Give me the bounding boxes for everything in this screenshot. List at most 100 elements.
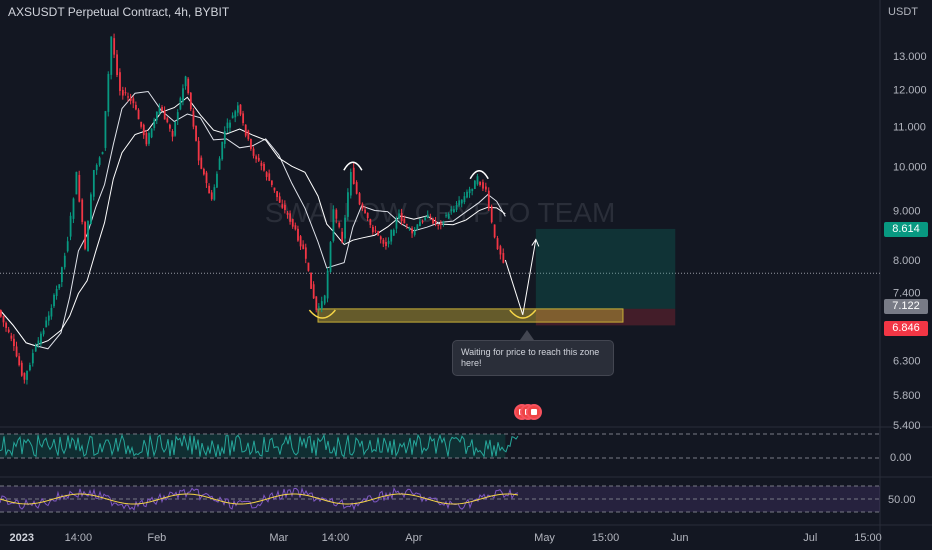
x-tick-label: 15:00 (592, 532, 620, 544)
candle-body (226, 122, 229, 129)
candle-body (403, 218, 406, 224)
candle-body (364, 209, 366, 213)
candle-body (297, 228, 299, 241)
y-tick-label: 8.000 (893, 255, 921, 267)
candle-body (203, 168, 205, 175)
candle-body (195, 125, 197, 141)
candle-body (466, 191, 468, 198)
candle-body (257, 157, 260, 161)
rsi-band (0, 486, 880, 512)
candle-body (349, 171, 352, 196)
candle-body (392, 229, 395, 236)
candle-body (437, 224, 440, 226)
candle-body (26, 370, 28, 380)
candle-body (372, 226, 374, 233)
candle-body (338, 222, 341, 227)
candle-body (490, 206, 493, 223)
oscillator-tick-label: 0.00 (890, 452, 911, 464)
watermark-text: SWALLOW CRYPTO TEAM (265, 197, 616, 228)
candle-body (252, 148, 255, 156)
head-pattern-arc (343, 161, 363, 171)
candle-body (499, 246, 502, 255)
candle-body (31, 353, 34, 364)
candle-body (482, 182, 484, 189)
candle-body (276, 191, 278, 198)
candle-body (424, 217, 427, 221)
candle-body (485, 186, 487, 190)
x-tick-label: 2023 (10, 532, 34, 544)
candle-body (148, 133, 150, 144)
candle-body (104, 111, 107, 148)
candle-body (318, 306, 320, 308)
candle-body (60, 267, 63, 283)
target-price-tag: 8.614 (884, 221, 928, 237)
candle-body (289, 213, 292, 222)
candle-body (234, 111, 237, 118)
candle-body (447, 213, 450, 219)
candle-body (205, 172, 208, 184)
y-tick-label: 9.000 (893, 206, 921, 218)
y-tick-label: 5.400 (893, 420, 921, 432)
candle-body (369, 219, 372, 225)
head-pattern-arc (469, 170, 489, 180)
candle-body (326, 270, 329, 299)
candle-body (171, 131, 174, 137)
candle-body (379, 236, 382, 240)
candle-body (344, 217, 346, 239)
candle-body (281, 204, 284, 208)
candle-body (310, 272, 312, 289)
stop-price-tag: 6.846 (884, 321, 928, 337)
us-flag-icon[interactable] (526, 404, 542, 420)
candle-body (78, 174, 81, 202)
x-tick-label: 14:00 (65, 532, 93, 544)
candle-body (341, 231, 344, 243)
candle-body (15, 346, 18, 357)
candle-body (374, 230, 377, 232)
candle-body (223, 131, 226, 144)
candle-body (434, 220, 437, 223)
candle-body (302, 244, 305, 249)
symbol-title[interactable]: AXSUSDT Perpetual Contract, 4h, BYBIT (8, 5, 230, 19)
candle-body (140, 121, 143, 127)
candle-body (421, 221, 424, 223)
candle-body (229, 122, 231, 128)
candle-body (153, 119, 156, 129)
candle-body (260, 162, 263, 166)
candle-body (221, 141, 224, 160)
candle-body (10, 335, 13, 339)
y-tick-label: 13.000 (893, 51, 927, 63)
candle-body (124, 92, 127, 94)
candle-body (473, 180, 476, 189)
candle-body (487, 190, 490, 209)
bottom-pattern-arc (308, 309, 336, 319)
candle-body (291, 219, 294, 227)
x-tick-label: Feb (147, 532, 166, 544)
candle-body (174, 121, 177, 136)
candle-body (166, 118, 169, 123)
candle-body (69, 215, 72, 237)
candle-body (294, 225, 297, 230)
candle-body (450, 209, 453, 212)
candle-body (332, 209, 335, 241)
candle-body (419, 221, 421, 227)
candle-body (216, 173, 218, 188)
candle-body (426, 214, 429, 219)
candle-body (244, 124, 247, 136)
candle-body (110, 36, 113, 75)
candle-body (476, 176, 479, 185)
candle-body (34, 345, 37, 352)
candle-body (58, 284, 61, 289)
rsi-signal-line (0, 493, 519, 505)
candle-body (385, 241, 387, 247)
candle-body (20, 362, 23, 376)
candle-body (265, 172, 268, 177)
candle-body (416, 224, 419, 230)
candle-body (155, 111, 158, 121)
candle-body (161, 107, 163, 112)
zone-note-tooltip[interactable]: Waiting for price to reach this zone her… (452, 340, 614, 376)
candle-body (270, 180, 273, 185)
candle-body (55, 288, 58, 297)
candle-body (66, 241, 69, 252)
candle-body (63, 255, 66, 268)
